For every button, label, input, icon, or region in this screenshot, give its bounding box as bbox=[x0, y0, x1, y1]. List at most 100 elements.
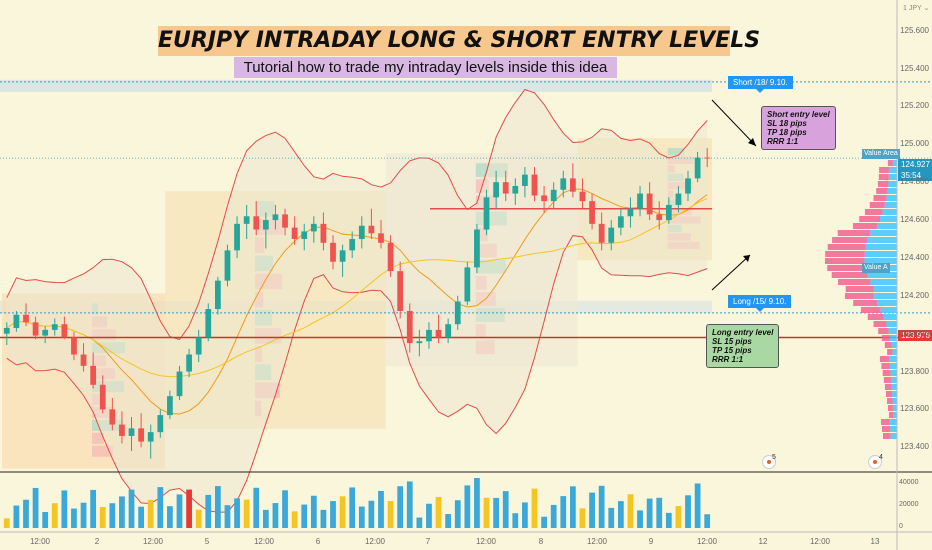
volume-bar bbox=[291, 511, 298, 528]
long-entry-note: Long entry level SL 15 pips TP 15 pips R… bbox=[706, 324, 780, 368]
time-tick-label: 12:00 bbox=[142, 537, 164, 546]
volume-profile-sell bbox=[852, 223, 878, 229]
volume-bar bbox=[253, 487, 260, 528]
candle-body bbox=[224, 250, 231, 281]
volume-profile-buy bbox=[886, 321, 897, 327]
volume-profile-sell bbox=[881, 426, 891, 432]
volume-profile-buy bbox=[867, 272, 897, 278]
alert-count: 5 bbox=[772, 454, 776, 461]
volume-profile-sell bbox=[887, 160, 893, 166]
countdown-badge: 35:54 bbox=[898, 170, 932, 181]
candle-body bbox=[358, 225, 365, 239]
volume-bar bbox=[358, 506, 365, 528]
candle-body bbox=[205, 309, 212, 338]
volume-tick-label: 0 bbox=[899, 523, 903, 530]
alert-icon[interactable] bbox=[868, 455, 882, 469]
volume-profile-buy bbox=[865, 244, 897, 250]
price-tick-label: 125.200 bbox=[900, 101, 929, 111]
volume-bar bbox=[215, 486, 221, 528]
short-entry-note: Short entry level SL 18 pips TP 18 pips … bbox=[761, 106, 836, 150]
volume-profile-buy bbox=[889, 419, 897, 425]
candle-body bbox=[416, 341, 423, 344]
volume-bar bbox=[493, 497, 499, 528]
candle-body bbox=[99, 384, 106, 410]
volume-profile-sell bbox=[883, 377, 892, 383]
volume-profile-sell bbox=[825, 258, 865, 264]
candle-body bbox=[186, 354, 192, 372]
volume-profile-buy bbox=[891, 377, 897, 383]
volume-profile-sell bbox=[887, 349, 893, 355]
time-tick-label: 8 bbox=[538, 537, 544, 546]
volume-bar bbox=[426, 503, 432, 528]
volume-bar bbox=[617, 501, 624, 528]
volume-bar bbox=[61, 490, 68, 528]
candle-body bbox=[637, 193, 643, 209]
candle-body bbox=[3, 327, 10, 334]
volume-profile-sell bbox=[873, 195, 887, 201]
volume-bar bbox=[464, 485, 471, 528]
volume-profile-sell bbox=[860, 307, 881, 313]
volume-bar bbox=[224, 505, 231, 528]
candle-body bbox=[675, 193, 682, 205]
volume-profile-buy bbox=[884, 202, 897, 208]
candle-body bbox=[320, 223, 327, 243]
alert-icon[interactable] bbox=[762, 455, 776, 469]
volume-profile-sell bbox=[859, 216, 880, 222]
candle-body bbox=[608, 227, 615, 243]
volume-profile-sell bbox=[827, 244, 866, 250]
price-tick-label: 124.800 bbox=[900, 177, 929, 187]
volume-profile-sell bbox=[825, 251, 865, 257]
volume-bar bbox=[570, 486, 576, 528]
candle-body bbox=[646, 193, 653, 215]
short-level-tag: Short /18/ 9.10. bbox=[728, 76, 793, 93]
volume-profile-buy bbox=[889, 356, 897, 362]
candle-body bbox=[32, 322, 39, 336]
volume-profile-sell bbox=[873, 321, 887, 327]
volume-tick-label: 40000 bbox=[899, 478, 919, 486]
volume-bar bbox=[42, 512, 49, 528]
volume-profile-sell bbox=[881, 335, 891, 341]
long-arrow bbox=[711, 254, 751, 291]
price-tick-label: 123.600 bbox=[900, 404, 929, 414]
candle-body bbox=[109, 409, 116, 425]
value-area-low-label: Value A bbox=[862, 263, 890, 273]
volume-profile-buy bbox=[893, 412, 897, 418]
candle-body bbox=[310, 223, 317, 232]
candle-body bbox=[483, 197, 490, 230]
volume-profile-buy bbox=[888, 167, 897, 173]
volume-bar bbox=[675, 506, 682, 528]
candle-body bbox=[522, 174, 528, 186]
volume-profile-buy bbox=[870, 279, 897, 285]
volume-bar bbox=[694, 483, 701, 528]
volume-profile-sell bbox=[832, 237, 868, 243]
volume-bar bbox=[387, 501, 394, 528]
session-profile-bar bbox=[667, 148, 685, 156]
volume-bar bbox=[176, 494, 183, 528]
volume-bar bbox=[397, 486, 404, 528]
volume-bar bbox=[138, 506, 144, 528]
volume-profile-sell bbox=[827, 265, 866, 271]
volume-profile-buy bbox=[877, 300, 897, 306]
time-tick-label: 12 bbox=[758, 537, 768, 546]
volume-profile-buy bbox=[891, 384, 897, 390]
idea-title: EURJPY INTRADAY LONG & SHORT ENTRY LEVEL… bbox=[158, 26, 760, 56]
candle-body bbox=[512, 185, 519, 194]
volume-profile-sell bbox=[878, 328, 889, 334]
volume-profile-buy bbox=[886, 195, 897, 201]
candle-body bbox=[243, 216, 250, 224]
volume-bar bbox=[71, 508, 77, 528]
volume-profile-sell bbox=[876, 188, 888, 194]
volume-profile-sell bbox=[881, 363, 890, 369]
candle-body bbox=[368, 225, 375, 234]
volume-bar bbox=[243, 499, 250, 528]
candle-body bbox=[445, 324, 452, 338]
volume-profile-buy bbox=[890, 370, 897, 376]
volume-profile-buy bbox=[891, 342, 897, 348]
time-tick-label: 12:00 bbox=[29, 537, 51, 546]
price-tick-label: 124.400 bbox=[900, 252, 929, 262]
volume-bar bbox=[550, 504, 557, 528]
session-profile-bar bbox=[92, 432, 104, 444]
volume-profile-sell bbox=[882, 370, 891, 376]
volume-profile-buy bbox=[892, 405, 897, 411]
